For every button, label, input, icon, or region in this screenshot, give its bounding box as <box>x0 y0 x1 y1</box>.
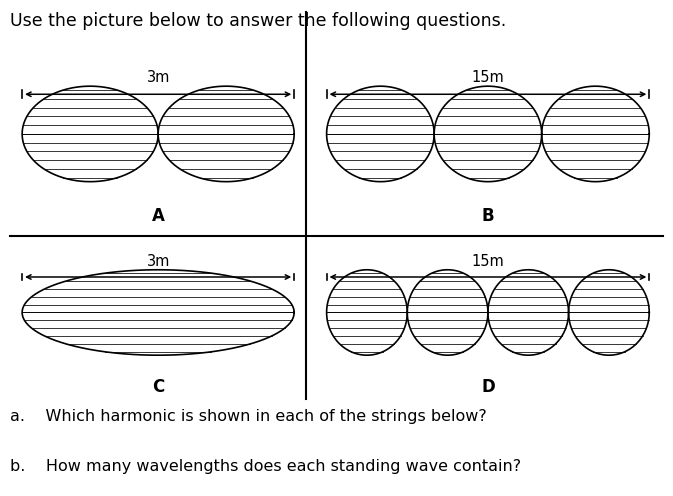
Text: b.    How many wavelengths does each standing wave contain?: b. How many wavelengths does each standi… <box>10 459 521 474</box>
Text: 15m: 15m <box>472 70 504 85</box>
Text: C: C <box>152 377 164 396</box>
Text: a.    Which harmonic is shown in each of the strings below?: a. Which harmonic is shown in each of th… <box>10 409 487 424</box>
Text: 3m: 3m <box>147 254 170 269</box>
Text: B: B <box>482 207 494 225</box>
Text: A: A <box>151 207 165 225</box>
Text: Use the picture below to answer the following questions.: Use the picture below to answer the foll… <box>10 12 506 30</box>
Text: 3m: 3m <box>147 70 170 85</box>
Text: 15m: 15m <box>472 254 504 269</box>
Text: D: D <box>481 377 495 396</box>
